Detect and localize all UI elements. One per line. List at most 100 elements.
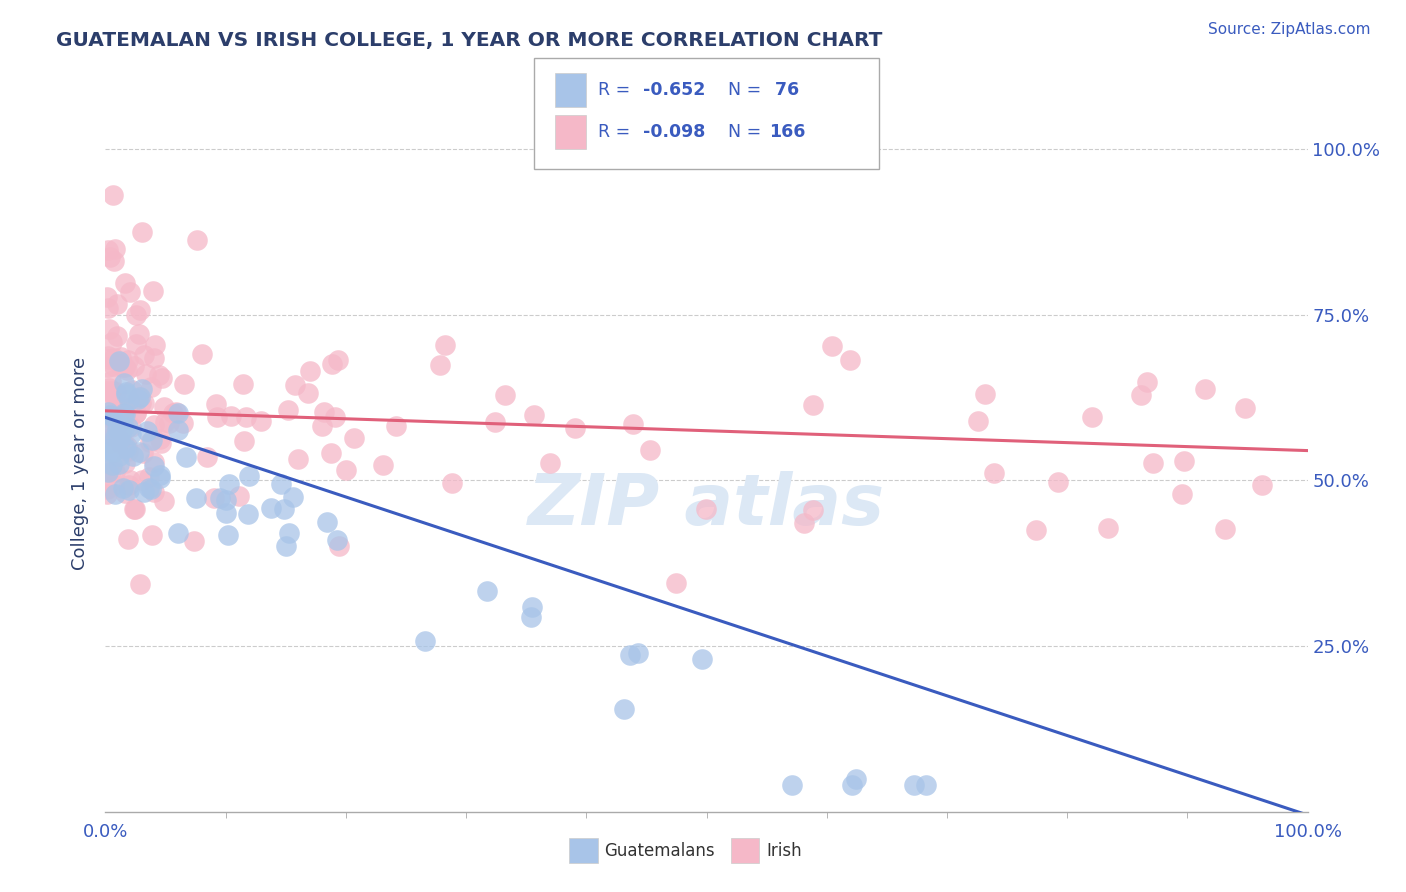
Point [429,358,451,372]
Point [98,436,121,450]
Point [114,486,136,500]
Point [277,525,299,540]
Point [440,476,463,491]
Point [122,359,145,373]
Point [114,441,136,455]
Point [150,370,173,384]
Point [613,702,636,716]
Point [108,425,131,439]
Point [96,290,118,304]
Point [903,778,925,792]
Point [270,477,292,491]
Text: 76: 76 [769,81,799,99]
Point [101,409,124,424]
Point [373,458,395,472]
Point [101,187,124,202]
Point [98,381,121,395]
Point [434,338,457,352]
Point [105,296,128,310]
Point [120,473,142,487]
Point [1234,401,1257,415]
Point [114,359,136,374]
Point [103,351,125,365]
Point [104,242,127,256]
Point [97,322,120,336]
Point [520,610,543,624]
Point [183,534,205,549]
Point [983,466,1005,480]
Point [143,351,166,365]
Point [166,406,188,420]
Point [104,487,127,501]
Point [110,350,132,364]
Point [915,778,938,792]
Point [97,404,120,418]
Point [314,405,336,419]
Text: R =: R = [598,81,636,99]
Point [114,408,136,422]
Point [184,491,207,505]
Point [186,233,208,247]
Point [135,368,157,382]
Point [143,337,166,351]
Point [217,528,239,542]
Point [141,433,163,447]
Point [97,349,120,363]
Point [112,405,135,419]
Point [297,385,319,400]
Point [803,503,825,517]
Point [202,491,225,505]
Point [110,436,132,450]
Text: 166: 166 [769,123,806,141]
Point [96,425,118,440]
Point [115,439,138,453]
Point [103,478,125,492]
Point [114,277,136,291]
Point [284,377,307,392]
Point [132,485,155,500]
Text: Source: ZipAtlas.com: Source: ZipAtlas.com [1208,22,1371,37]
Point [98,408,121,422]
Point [564,421,586,435]
Point [665,576,688,591]
Point [138,435,160,450]
Point [128,576,150,591]
Point [97,445,120,459]
Point [343,431,366,445]
Point [477,584,499,599]
Point [107,432,129,446]
Point [104,416,127,430]
Point [100,465,122,479]
Point [125,406,148,420]
Point [104,384,127,399]
Point [143,484,166,499]
Point [96,389,118,403]
Point [619,648,641,662]
Point [96,427,118,442]
Point [107,416,129,430]
Point [105,421,128,435]
Point [117,402,139,417]
Point [134,395,156,409]
Point [104,399,127,413]
Point [118,393,141,408]
Point [1142,457,1164,471]
Point [690,651,713,665]
Point [100,384,122,399]
Point [139,379,162,393]
Point [323,410,346,425]
Point [103,359,125,373]
Point [100,374,122,388]
Point [250,414,273,428]
Point [101,334,124,349]
Point [128,302,150,317]
Text: N =: N = [728,81,768,99]
Point [523,408,546,422]
Point [129,396,152,410]
Point [277,403,299,417]
Point [96,301,118,316]
Point [233,434,256,448]
Point [299,364,322,378]
Text: Irish: Irish [766,842,801,860]
Point [100,412,122,426]
